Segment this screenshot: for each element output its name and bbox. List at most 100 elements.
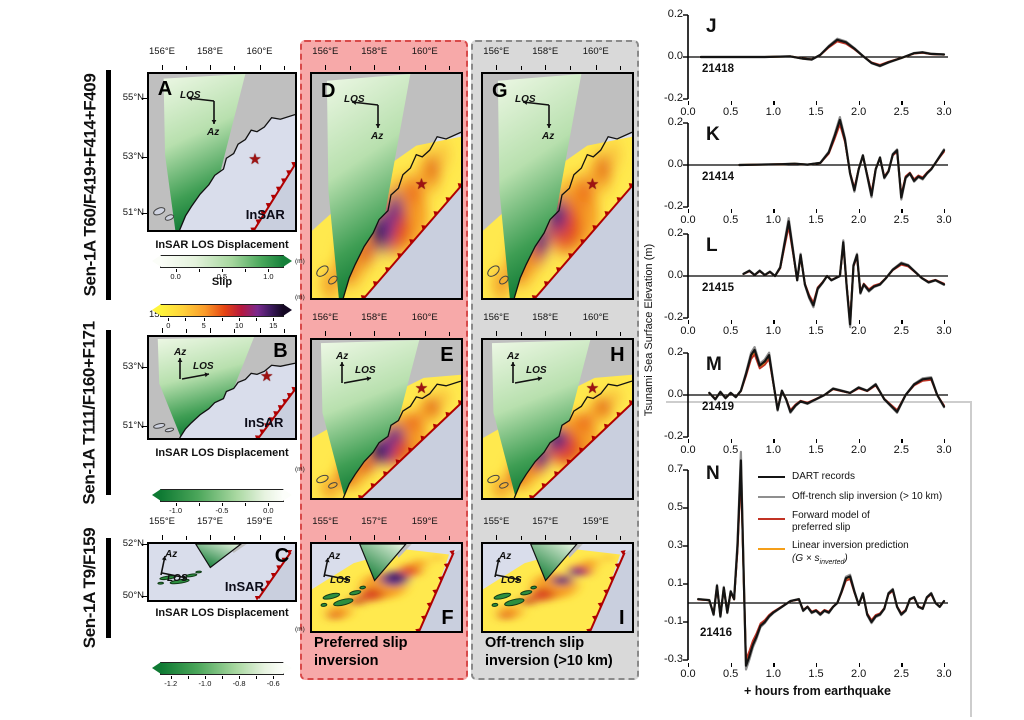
panel-b-ytick: 51°N [122,420,144,431]
ts-xtick-label: 2.5 [893,214,909,226]
map-xtick-label: 159°E [411,516,438,527]
colorbar-title: Slip [211,276,233,288]
svg-text:Az: Az [541,131,554,140]
ts-ytick-label: 0.0 [667,269,683,281]
svg-text:LOS: LOS [180,90,201,101]
colorbar-title: InSAR LOS Displacement [155,239,289,251]
panel-g-xaxis: 156°E 158°E 160°E [481,44,634,70]
ts-ytick-label: -0.1 [664,615,683,627]
ts-xtick-label: 1.0 [765,214,781,226]
colorbar-unit: (m) [295,294,305,301]
ts-xtick-label: 2.0 [851,106,867,118]
ts-xtick-label: 0.5 [723,214,739,226]
epicenter-star: ★ [259,368,274,386]
ts-xtick-label: 2.0 [851,214,867,226]
svg-text:Az: Az [164,549,177,560]
colorbar-unit: (m) [295,466,305,473]
dart-station-id: 21414 [702,171,734,183]
ts-panel-letter: K [706,124,720,145]
svg-text:LOS: LOS [526,365,547,376]
map-xtick-label: 160°E [411,46,438,57]
ts-panel-letter: J [706,16,717,37]
ts-xtick-label: 0.0 [680,214,696,226]
panel-c-ytick: 52°N [122,538,144,549]
map-xtick-label: 157°E [361,516,388,527]
ts-ytick-label: 0.7 [667,463,683,475]
colorbar-unit: (m) [295,626,305,633]
panel-i-map: I Az LOS [481,542,634,633]
panel-d-xaxis: 156°E 158°E 160°E [310,44,463,70]
offtrench-caption: Off-trench slip inversion (>10 km) [485,634,613,669]
ts-ytick-label: 0.2 [667,116,683,128]
map-xtick-label: 158°E [532,312,559,323]
legend-label: Off-trench slip inversion (> 10 km) [792,491,943,502]
ts-xaxis: 0.0 0.5 1.0 1.5 2.0 2.5 3.0 [680,439,954,457]
dart-station-id: 21419 [702,401,734,413]
map-xtick-label: 157°E [197,516,223,527]
ts-xtick-label: 3.0 [936,325,952,337]
map-xtick-label: 158°E [532,46,559,57]
ts-xtick-label: 2.0 [851,325,867,337]
ts-xtick-label: 2.0 [851,444,867,456]
legend-label: Forward model of preferred slip [792,510,870,533]
panel-letter-h: H [610,343,625,366]
insar-colorbar-row3: -1.2 -1.0 -0.8 -0.6 [152,662,292,688]
panel-c-map: C Az LOS InSAR [147,542,297,602]
ts-ytick-label: -0.2 [664,200,683,212]
panel-g-map: G LOS Az ★ [481,72,634,300]
map-xtick-label: 160°E [582,312,609,323]
ts-xtick-label: 3.0 [936,214,952,226]
panel-c-xaxis: 155°E 157°E 159°E [147,514,297,540]
svg-text:Az: Az [498,551,511,562]
svg-text:LOS: LOS [167,573,188,583]
insar-colorbar-row1: 0.0 0.5 1.0 [152,255,292,281]
map-xtick-label: 158°E [197,46,223,57]
panel-b-ytick: 53°N [122,361,144,372]
ts-ytick-label: 0.1 [667,577,683,589]
ts-xaxis: 0.0 0.5 1.0 1.5 2.0 2.5 3.0 [680,209,954,227]
epicenter-star: ★ [585,380,600,398]
panel-h-xaxis: 156°E 158°E 160°E [481,310,634,336]
ts-xtick-label: 0.5 [723,668,739,680]
panel-b-map: B Az LOS ★ InSAR [147,335,297,440]
panel-n-frame-line [666,401,972,403]
ts-xtick-label: 0.5 [723,444,739,456]
ts-ytick-label: -0.2 [664,92,683,104]
ts-panel-letter: L [706,235,718,256]
map-xtick-label: 160°E [246,46,273,57]
ts-xtick-label: 1.5 [808,668,824,680]
legend-line-dart [758,476,785,479]
ts-panel-letter: N [706,463,720,484]
epicenter-star: ★ [414,176,429,194]
ts-xtick-label: 2.5 [893,444,909,456]
ts-ytick-label: 0.0 [667,388,683,400]
panel-a-ytick: 51°N [122,207,144,218]
svg-text:Az: Az [206,127,219,136]
ts-ytick-label: 0.0 [667,158,683,170]
row1-label: Sen-1A T60/F419+F414+F409 [80,73,99,297]
epicenter-star: ★ [414,380,429,398]
slip-colorbar: 0 5 10 15 [152,304,292,330]
panel-n-frame-line [970,401,972,717]
row3-bar [106,538,111,638]
dart-station-id: 21415 [702,282,734,294]
legend-line-forward [758,518,785,521]
ts-xtick-label: 0.0 [680,106,696,118]
svg-text:LOS: LOS [501,575,522,585]
panel-h-map: H Az LOS ★ [481,338,634,500]
dart-station-id: 21416 [700,627,732,639]
ts-xtick-label: 0.5 [723,106,739,118]
ts-ytick-label: 0.2 [667,227,683,239]
ts-xtick-label: 0.0 [680,668,696,680]
colorbar-unit: (m) [295,258,305,265]
ts-xtick-label: 1.0 [765,668,781,680]
ts-xtick-label: 1.5 [808,325,824,337]
map-xtick-label: 160°E [411,312,438,323]
panel-letter-f: F [441,606,454,629]
ts-ytick-label: 0.2 [667,8,683,20]
svg-text:Az: Az [327,551,340,562]
ts-xtick-label: 2.5 [893,106,909,118]
ts-xtick-label: 3.0 [936,668,952,680]
ts-xtick-label: 3.0 [936,106,952,118]
